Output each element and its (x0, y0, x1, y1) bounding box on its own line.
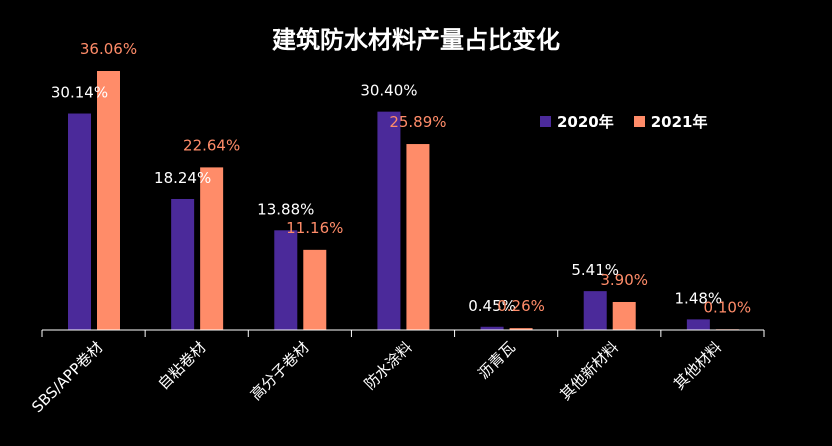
data-label-2021年-1: 22.64% (183, 136, 240, 154)
bar-2021年-0 (97, 71, 120, 330)
data-label-2021年-2: 11.16% (286, 219, 343, 237)
legend-label-2020: 2020年 (557, 113, 614, 131)
data-label-2021年-4: 0.26% (497, 297, 545, 315)
bar-2020年-0 (68, 113, 91, 331)
legend-label-2021: 2021年 (650, 113, 708, 131)
data-label-2020年-4: 0.45% (468, 297, 516, 315)
bar-2020年-2 (274, 230, 298, 330)
data-label-2021年-0: 36.06% (80, 40, 137, 58)
x-tick-label-1: 自粘卷材 (154, 338, 209, 393)
bar-2020年-1 (171, 198, 195, 330)
data-label-2021年-3: 25.89% (389, 113, 446, 131)
data-label-2021年-6: 0.10% (704, 298, 752, 316)
data-label-2020年-6: 1.48% (675, 289, 723, 307)
x-tick-label-2: 高分子卷材 (247, 338, 313, 404)
chart-title: 建筑防水材料产量占比变化 (272, 26, 560, 54)
legend-swatch-2021 (633, 116, 645, 127)
bar-2021年-4 (509, 328, 533, 330)
legend-item-2020: 2020年 (540, 111, 614, 132)
data-label-2020年-3: 30.40% (360, 82, 417, 100)
data-label-2020年-0: 30.14% (51, 84, 108, 102)
x-tick-label-6: 其他材料 (670, 338, 725, 393)
legend-item-2021: 2021年 (633, 111, 708, 132)
bar-2020年-6 (686, 319, 710, 330)
chart-legend: 2020年 2021年 (540, 111, 708, 132)
bar-2020年-4 (480, 326, 504, 330)
x-tick-label-4: 沥青瓦 (474, 338, 519, 383)
bar-2020年-3 (377, 111, 401, 330)
bar-2021年-3 (406, 144, 430, 330)
legend-swatch-2020 (540, 116, 551, 127)
data-label-2020年-2: 13.88% (257, 200, 314, 218)
bar-2020年-5 (583, 291, 607, 330)
data-label-2020年-1: 18.24% (154, 169, 211, 187)
data-label-2020年-5: 5.41% (571, 261, 619, 279)
x-tick-label-3: 防水涂料 (361, 338, 416, 393)
data-label-2021年-5: 3.90% (600, 271, 648, 289)
x-tick-label-5: 其他新材料 (556, 338, 622, 404)
bar-2021年-5 (612, 301, 636, 330)
bar-2021年-1 (200, 167, 224, 330)
x-tick-label-0: SBS/APP卷材 (28, 338, 106, 416)
bar-2021年-2 (303, 249, 327, 330)
